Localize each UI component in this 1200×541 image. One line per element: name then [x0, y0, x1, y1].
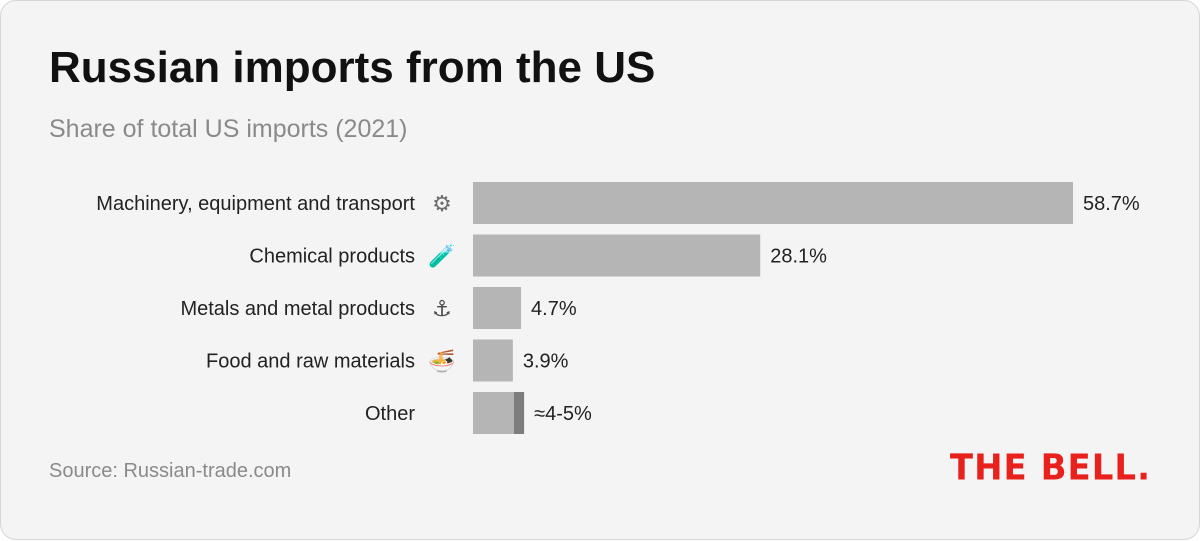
- bar-range-segment: [513, 392, 525, 434]
- category-label: Food and raw materials: [206, 351, 415, 373]
- noodle-bowl-icon: 🍜: [428, 349, 455, 375]
- bar: [473, 339, 513, 382]
- bar: [473, 392, 514, 434]
- test-tube-icon: 🧪: [428, 244, 455, 270]
- gear-icon: ⚙: [432, 192, 452, 217]
- value-label: 4.7%: [531, 298, 577, 320]
- bar: [473, 182, 1073, 224]
- the-bell-logo: THE BELL.: [949, 447, 1151, 489]
- category-label: Machinery, equipment and transport: [96, 193, 415, 215]
- value-label: 3.9%: [523, 351, 569, 373]
- source-note: Source: Russian-trade.com: [49, 460, 292, 482]
- chart-subtitle: Share of total US imports (2021): [49, 115, 408, 143]
- category-label: Metals and metal products: [180, 298, 415, 320]
- value-label: 28.1%: [770, 246, 827, 268]
- bar: [473, 287, 522, 329]
- bar: [473, 234, 761, 277]
- category-label: Chemical products: [249, 246, 415, 268]
- category-label: Other: [365, 403, 415, 425]
- chart-title: Russian imports from the US: [49, 43, 656, 92]
- value-label: 58.7%: [1083, 193, 1140, 215]
- anchor-icon: ⚓: [432, 297, 452, 322]
- value-label: ≈4-5%: [534, 403, 592, 425]
